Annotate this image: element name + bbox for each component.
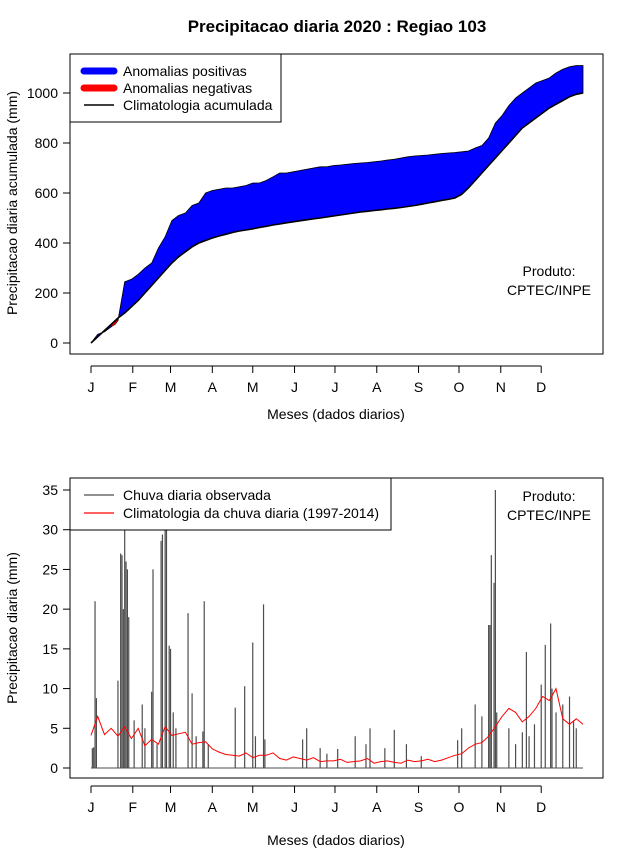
- y-tick-label: 0: [50, 335, 58, 351]
- x-tick-label: F: [129, 799, 138, 815]
- x-tick-label: A: [208, 799, 218, 815]
- y-tick-label: 1000: [27, 85, 58, 101]
- x-tick-label: M: [165, 379, 177, 395]
- x-tick-label: J: [291, 379, 298, 395]
- x-tick-label: M: [247, 799, 259, 815]
- x-tick-label: N: [496, 799, 506, 815]
- x-tick-label: S: [414, 799, 423, 815]
- y-tick-label: 10: [42, 681, 58, 697]
- x-tick-label: J: [88, 799, 95, 815]
- product-source-bottom: CPTEC/INPE: [507, 507, 591, 523]
- legend-label-clim-daily: Climatologia da chuva diaria (1997-2014): [123, 505, 379, 521]
- x-axis-label-bottom: Meses (dados diarios): [267, 832, 405, 848]
- legend-top: Anomalias positivas Anomalias negativas …: [69, 53, 282, 123]
- y-axis-label-bottom: Precipitacao diaria (mm): [4, 552, 20, 704]
- anomaly-area: [90, 65, 584, 344]
- legend-label-positive: Anomalias positivas: [123, 63, 247, 79]
- x-tick-label: M: [165, 799, 177, 815]
- y-tick-label: 200: [35, 285, 59, 301]
- x-tick-label: A: [208, 379, 218, 395]
- product-label-bottom: Produto:: [523, 488, 576, 504]
- x-tick-label: M: [247, 379, 259, 395]
- x-tick-label: J: [88, 379, 95, 395]
- daily-precipitation-panel: 0 5 10 15 20 25 30 35 J F M A M J J A S O N D Meses (dados…: [4, 477, 604, 848]
- legend-box-bottom: [69, 477, 392, 531]
- y-tick-label: 30: [42, 522, 58, 538]
- y-tick-label: 0: [50, 760, 58, 776]
- x-tick-label: A: [372, 379, 382, 395]
- x-tick-label: D: [536, 379, 546, 395]
- legend-label-negative: Anomalias negativas: [123, 80, 252, 96]
- x-axis-label-top: Meses (dados diarios): [267, 406, 405, 422]
- climatology-daily-line: [90, 687, 584, 764]
- y-tick-label: 15: [42, 641, 58, 657]
- climatology-line: [90, 687, 584, 764]
- x-tick-label: N: [496, 379, 506, 395]
- observed-bars: [91, 490, 583, 769]
- x-tick-label: F: [129, 379, 138, 395]
- chart-title: Precipitacao diaria 2020 : Regiao 103: [188, 17, 487, 36]
- y-axis-ticks-top: 0 200 400 600 800 1000: [27, 85, 71, 351]
- x-tick-label: S: [414, 379, 423, 395]
- y-axis-label-top: Precipitacao diaria acumulada (mm): [4, 91, 20, 315]
- y-tick-label: 5: [50, 720, 58, 736]
- legend-label-climatology: Climatologia acumulada: [123, 97, 273, 113]
- y-tick-label: 20: [42, 601, 58, 617]
- legend-label-observed: Chuva diaria observada: [123, 487, 271, 503]
- x-tick-label: J: [331, 799, 338, 815]
- y-tick-label: 600: [35, 185, 59, 201]
- x-tick-label: O: [454, 799, 465, 815]
- x-tick-label: D: [536, 799, 546, 815]
- x-tick-label: J: [291, 799, 298, 815]
- y-tick-label: 800: [35, 135, 59, 151]
- product-label-top: Produto:: [523, 263, 576, 279]
- y-tick-label: 400: [35, 235, 59, 251]
- cumulative-precipitation-panel: 0 200 400 600 800 1000 J F M A M J J A S O N D Meses (da…: [4, 53, 604, 422]
- x-tick-label: A: [372, 799, 382, 815]
- y-tick-label: 25: [42, 561, 58, 577]
- climatology-cumulative-line: [90, 92, 584, 344]
- legend-bottom: Chuva diaria observada Climatologia da c…: [69, 477, 392, 531]
- product-source-top: CPTEC/INPE: [507, 282, 591, 298]
- y-tick-label: 35: [42, 482, 58, 498]
- x-tick-label: O: [454, 379, 465, 395]
- x-tick-label: J: [331, 379, 338, 395]
- y-axis-ticks-bottom: 0 5 10 15 20 25 30 35: [42, 482, 71, 776]
